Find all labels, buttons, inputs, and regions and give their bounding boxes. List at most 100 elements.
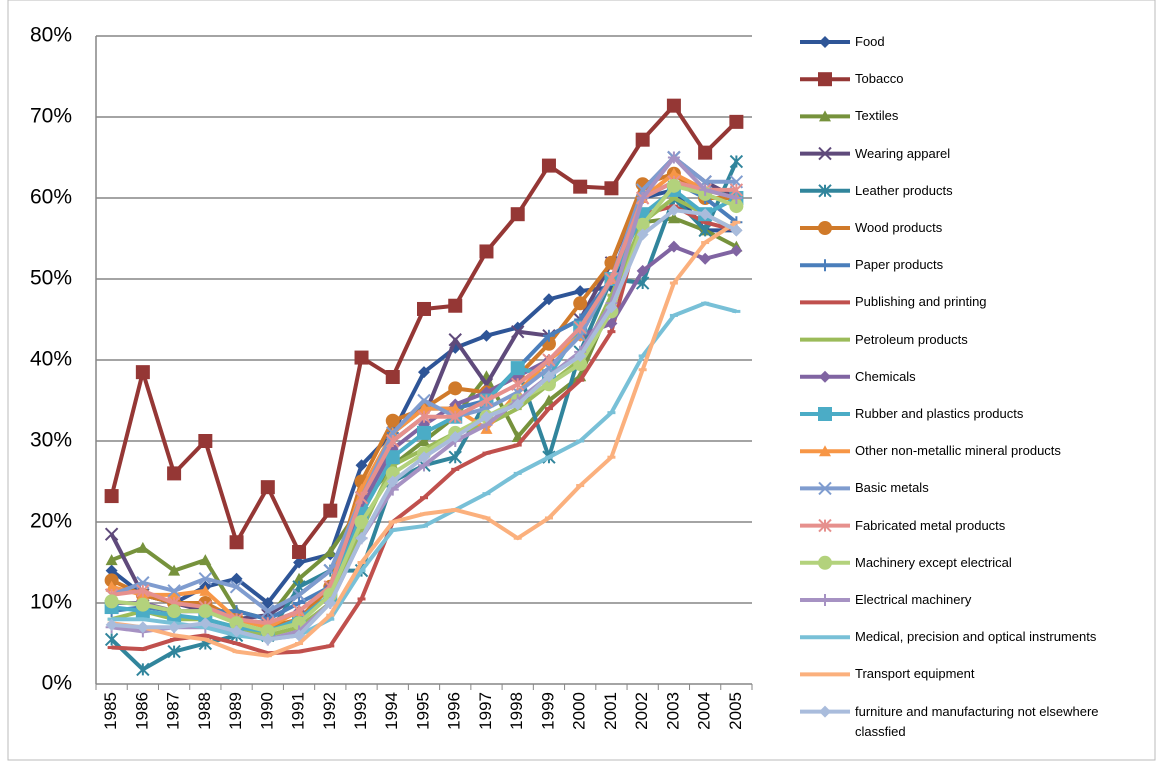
marker (479, 393, 494, 408)
y-tick-label: 40% (30, 348, 72, 371)
y-tick-label: 10% (30, 591, 72, 614)
marker (636, 228, 649, 241)
marker (667, 151, 680, 164)
legend-label-box: furniture and manufacturing not elsewher… (855, 704, 1099, 739)
x-tick-label: 2004 (695, 692, 714, 730)
legend-label: Rubber and plastics products (855, 406, 1024, 421)
marker (698, 145, 713, 160)
marker (230, 625, 243, 638)
marker (667, 204, 680, 217)
marker (667, 167, 680, 179)
legend-label-box: Wearing apparel (855, 145, 951, 161)
marker (229, 535, 244, 550)
marker (818, 146, 832, 161)
legend-label-box: Rubber and plastics products (855, 406, 1024, 421)
legend-label: Chemicals (855, 368, 916, 384)
marker (168, 621, 181, 634)
x-tick-label: 2005 (726, 692, 745, 730)
marker (449, 402, 462, 414)
legend-label: Petroleum products (855, 331, 968, 347)
marker (574, 349, 587, 362)
legend-label-box: Petroleum products (855, 331, 968, 347)
y-tick-label: 80% (30, 24, 72, 47)
legend-label: Wood products (855, 220, 943, 235)
marker (385, 450, 400, 465)
marker (417, 393, 431, 408)
legend-label: Textiles (855, 108, 899, 124)
legend-label: Leather products (855, 182, 953, 198)
marker (417, 301, 431, 316)
marker (542, 353, 556, 367)
legend-label: Electrical machinery (855, 592, 972, 607)
legend: Food Tobacco Textiles Wearing apparel Leathe… (800, 34, 1099, 739)
x-tick-label: 1985 (101, 692, 120, 730)
marker (293, 572, 306, 584)
marker (573, 179, 588, 194)
marker (385, 370, 400, 385)
marker (510, 207, 525, 222)
legend-label-box: Basic metals (855, 480, 929, 495)
x-tick-label: 1990 (257, 692, 276, 730)
x-tick-label: 1989 (226, 692, 245, 730)
marker (199, 617, 212, 630)
marker (699, 252, 712, 265)
y-tick-label: 0% (42, 672, 72, 695)
y-tick-label: 70% (30, 105, 72, 128)
marker (135, 365, 150, 380)
marker (418, 435, 430, 446)
marker (819, 259, 831, 272)
marker (635, 217, 650, 232)
marker (292, 544, 307, 559)
legend-label: Fabricated metal products (855, 517, 1006, 533)
legend-label: Tobacco (855, 71, 904, 87)
series (107, 301, 741, 642)
marker (229, 616, 244, 631)
x-tick-label: 1987 (164, 692, 183, 730)
marker (605, 301, 618, 314)
marker (418, 451, 430, 464)
marker (698, 223, 712, 238)
marker (104, 594, 119, 609)
x-tick-label: 1992 (320, 692, 339, 730)
marker (604, 181, 619, 196)
marker (448, 450, 462, 464)
legend-label: Medical, precision and optical instrumen… (855, 629, 1097, 645)
marker (819, 445, 831, 457)
marker (198, 604, 213, 619)
series (105, 204, 743, 646)
marker (729, 199, 744, 214)
marker (667, 240, 680, 253)
x-tick-label: 1993 (351, 692, 370, 730)
marker (324, 545, 337, 557)
marker (699, 208, 712, 221)
x-tick-label: 2001 (601, 692, 620, 730)
marker (261, 597, 274, 609)
marker (573, 320, 587, 335)
marker (167, 584, 181, 598)
marker (293, 629, 306, 642)
marker (324, 597, 337, 609)
marker (542, 394, 555, 406)
marker (541, 158, 556, 173)
marker (417, 409, 431, 424)
marker (198, 571, 213, 586)
marker (418, 366, 430, 379)
marker (136, 541, 149, 553)
legend-label: Wearing apparel (855, 145, 951, 161)
y-tick-label: 20% (30, 510, 72, 533)
marker (510, 361, 525, 376)
x-tick-label: 1988 (195, 692, 214, 730)
marker (293, 556, 306, 569)
marker (730, 244, 743, 257)
marker (819, 110, 831, 122)
legend-label: Publishing and printing (855, 294, 987, 310)
x-tick-label: 1994 (382, 692, 401, 730)
legend-label-box: Medical, precision and optical instrumen… (855, 629, 1097, 645)
x-tick-label: 1999 (538, 692, 557, 730)
marker (168, 564, 181, 576)
marker (230, 572, 243, 585)
x-tick-label: 2003 (663, 692, 682, 730)
y-tick-label: 60% (30, 186, 72, 209)
marker (167, 466, 182, 481)
